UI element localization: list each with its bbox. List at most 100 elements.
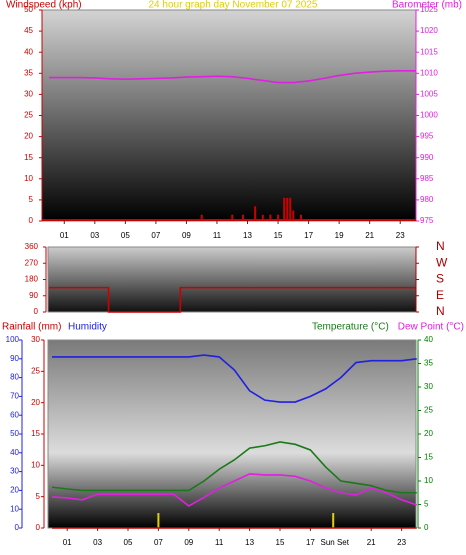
y-tick-label: 5 <box>29 195 34 204</box>
x-tick-label: 21 <box>367 538 376 547</box>
legend-label: Dew Point (°C) <box>398 322 464 333</box>
y-tick-label: 0 <box>36 523 41 532</box>
x-tick-label: 17 <box>304 231 313 240</box>
plot-area <box>47 339 417 529</box>
y-tick-label: 270 <box>25 258 39 267</box>
x-tick-label: 17 <box>306 538 315 547</box>
y-tick-label: 15 <box>31 429 40 438</box>
x-tick-label: 11 <box>213 231 222 240</box>
annotation: Sun Set <box>320 538 349 547</box>
bar <box>269 214 272 221</box>
bar <box>261 214 264 221</box>
x-tick-label: 13 <box>243 231 252 240</box>
y-tick-label: 80 <box>10 373 19 382</box>
x-tick-label: 09 <box>184 538 193 547</box>
legend-label: Rainfall (mm) <box>2 322 61 333</box>
x-tick-label: 03 <box>93 538 102 547</box>
bar <box>286 197 289 221</box>
legend-label: Temperature (°C) <box>312 322 389 333</box>
x-tick-label: 05 <box>124 538 133 547</box>
x-tick-label: 07 <box>151 231 160 240</box>
y-tick-label: 15 <box>24 153 33 162</box>
y-tick-label: 980 <box>420 195 434 204</box>
x-tick-label: 09 <box>182 231 191 240</box>
y-tick-label: 25 <box>424 406 433 415</box>
bar <box>289 197 292 221</box>
series-line <box>49 286 416 313</box>
x-tick-label: 23 <box>397 538 406 547</box>
y-tick-label: 0 <box>34 307 39 316</box>
x-tick-label: 11 <box>215 538 224 547</box>
x-tick-label: 13 <box>245 538 254 547</box>
y-tick-label: 10 <box>24 174 33 183</box>
bar <box>200 214 203 221</box>
bar <box>241 214 244 221</box>
bar <box>299 214 302 221</box>
y-tick-label: 1020 <box>420 26 438 35</box>
y-tick-label: 20 <box>10 486 19 495</box>
y-tick-label: 40 <box>424 335 433 344</box>
y-tick-label: 50 <box>24 5 33 14</box>
y-tick-label: N <box>436 304 445 318</box>
y-tick-label: 30 <box>24 90 33 99</box>
y-tick-label: 90 <box>29 291 38 300</box>
y-tick-label: 5 <box>36 492 41 501</box>
x-tick-label: 07 <box>154 538 163 547</box>
y-tick-label: 20 <box>31 398 40 407</box>
y-tick-label: 10 <box>10 504 19 513</box>
y-tick-label: 5 <box>424 500 429 509</box>
y-tick-label: 30 <box>31 335 40 344</box>
x-tick-label: 03 <box>90 231 99 240</box>
bar <box>283 197 286 221</box>
legend-label: Barometer (mb) <box>392 0 462 11</box>
y-tick-label: W <box>436 255 448 269</box>
x-tick-label: 01 <box>60 231 69 240</box>
y-tick-label: 30 <box>10 467 19 476</box>
y-tick-label: 20 <box>24 132 33 141</box>
y-tick-label: 40 <box>10 448 19 457</box>
y-tick-label: 35 <box>24 68 33 77</box>
y-tick-label: 10 <box>424 476 433 485</box>
y-tick-label: 0 <box>15 523 20 532</box>
y-tick-label: 995 <box>420 132 434 141</box>
bar <box>277 214 280 221</box>
y-tick-label: N <box>436 239 445 253</box>
legend-label: Humidity <box>68 322 107 333</box>
y-tick-label: 1015 <box>420 47 438 56</box>
y-tick-label: 100 <box>6 335 20 344</box>
y-tick-label: 50 <box>10 429 19 438</box>
x-tick-label: 21 <box>365 231 374 240</box>
bar <box>292 210 295 221</box>
y-tick-label: 15 <box>424 453 433 462</box>
y-tick-label: 180 <box>25 275 39 284</box>
x-tick-label: 15 <box>274 231 283 240</box>
y-tick-label: 70 <box>10 392 19 401</box>
series-line <box>49 69 416 84</box>
y-tick-label: 25 <box>24 111 33 120</box>
x-tick-label: 19 <box>335 231 344 240</box>
y-tick-label: 1010 <box>420 68 438 77</box>
y-tick-label: 20 <box>424 429 433 438</box>
y-tick-label: 985 <box>420 174 434 183</box>
chart-title: 24 hour graph day November 07 2025 <box>148 0 317 11</box>
y-tick-label: 10 <box>31 460 40 469</box>
y-tick-label: 1000 <box>420 111 438 120</box>
y-tick-label: 60 <box>10 410 19 419</box>
y-tick-label: S <box>436 272 444 286</box>
y-tick-label: 40 <box>24 47 33 56</box>
y-tick-label: 0 <box>29 216 34 225</box>
y-tick-label: 975 <box>420 216 434 225</box>
y-tick-label: 25 <box>31 366 40 375</box>
plot-area <box>47 246 417 313</box>
y-tick-label: 990 <box>420 153 434 162</box>
x-tick-label: 01 <box>63 538 72 547</box>
x-tick-label: 15 <box>276 538 285 547</box>
y-tick-label: 35 <box>424 359 433 368</box>
legend-label: Windspeed (kph) <box>6 0 82 11</box>
x-tick-label: 05 <box>121 231 130 240</box>
series-line <box>52 354 417 403</box>
y-tick-label: 90 <box>10 354 19 363</box>
series-line <box>51 441 417 494</box>
y-tick-label: 30 <box>424 382 433 391</box>
